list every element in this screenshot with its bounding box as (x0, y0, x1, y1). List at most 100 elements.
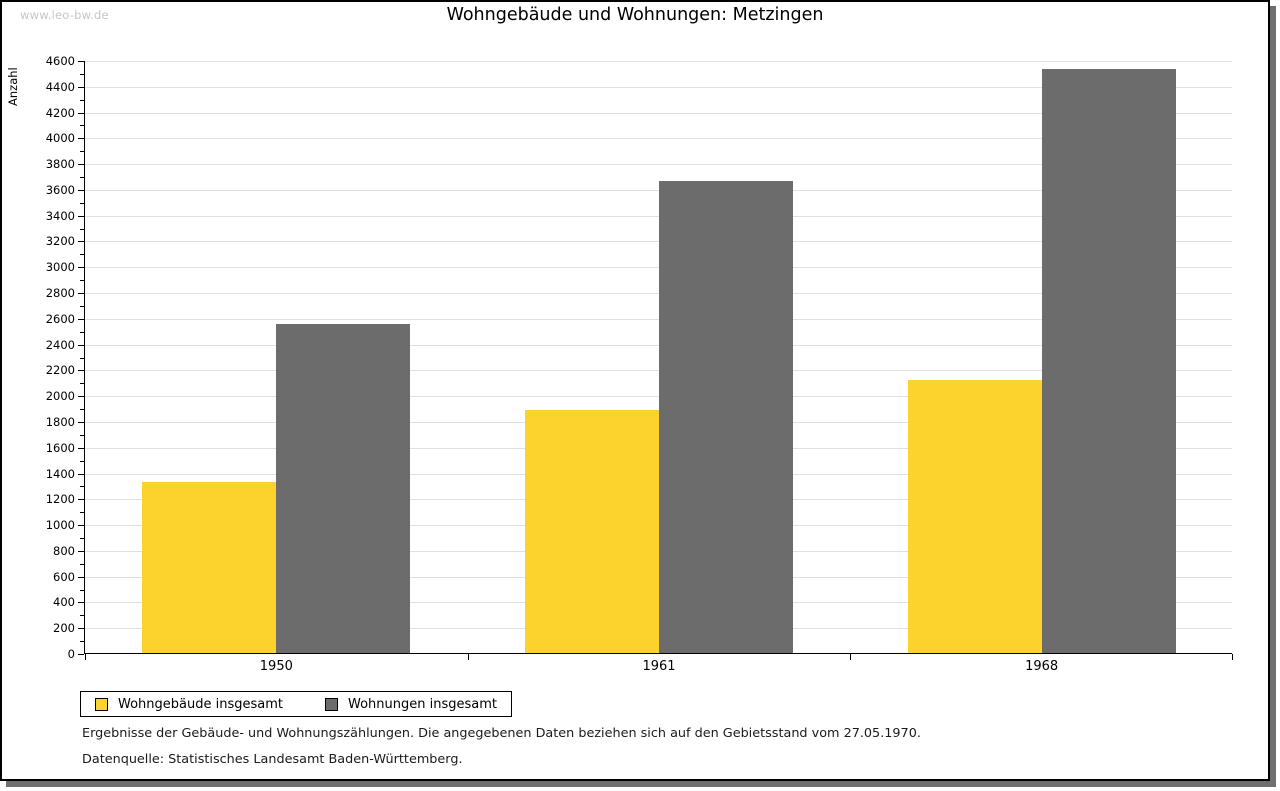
y-tick-label-800: 800 (53, 543, 75, 558)
y-tick-major-3400 (78, 215, 84, 217)
y-tick-label-400: 400 (53, 595, 75, 610)
y-gridline-4000 (85, 138, 1232, 140)
y-tick-minor-900 (80, 537, 84, 539)
legend-item-wohngebaeude-insgesamt: Wohngebäude insgesamt (95, 697, 283, 712)
bar-wohnungen-insgesamt-1950 (276, 324, 411, 653)
x-category-label-1950: 1950 (259, 659, 293, 674)
y-tick-label-1600: 1600 (45, 440, 75, 455)
y-tick-major-200 (78, 628, 84, 630)
bar-wohngebaeude-insgesamt-1961 (525, 410, 659, 653)
y-tick-minor-500 (80, 589, 84, 591)
y-tick-major-4600 (78, 61, 84, 62)
y-tick-label-2000: 2000 (45, 389, 75, 404)
y-tick-minor-4300 (80, 99, 84, 101)
y-tick-major-2600 (78, 318, 84, 320)
y-tick-major-1000 (78, 525, 84, 527)
y-tick-major-2000 (78, 396, 84, 398)
y-tick-minor-2100 (80, 383, 84, 385)
y-tick-minor-3700 (80, 177, 84, 179)
chart-page: www.leo-bw.de Wohngebäude und Wohnungen:… (0, 0, 1270, 781)
y-tick-minor-1700 (80, 434, 84, 436)
y-tick-major-2400 (78, 344, 84, 346)
y-tick-label-1200: 1200 (45, 492, 75, 507)
y-tick-minor-3100 (80, 254, 84, 256)
y-tick-label-3400: 3400 (45, 208, 75, 223)
y-tick-major-800 (78, 550, 84, 552)
legend-swatch-wohngebaeude-insgesamt (95, 697, 108, 711)
y-tick-label-2400: 2400 (45, 337, 75, 352)
x-tick-2 (850, 654, 852, 660)
watermark-url: www.leo-bw.de (20, 8, 109, 22)
y-gridline-2800 (85, 293, 1232, 295)
y-tick-label-600: 600 (53, 569, 75, 584)
y-tick-label-3600: 3600 (45, 182, 75, 197)
y-tick-label-4000: 4000 (45, 131, 75, 146)
y-tick-label-4200: 4200 (45, 105, 75, 120)
y-gridline-2600 (85, 318, 1232, 320)
y-tick-major-3600 (78, 189, 84, 191)
y-tick-major-3800 (78, 164, 84, 166)
y-tick-major-2200 (78, 370, 84, 372)
y-tick-minor-700 (80, 563, 84, 565)
y-tick-label-4600: 4600 (45, 54, 75, 68)
legend-label-wohngebaeude-insgesamt: Wohngebäude insgesamt (118, 696, 283, 712)
y-tick-minor-3500 (80, 202, 84, 204)
y-tick-label-3200: 3200 (45, 234, 75, 249)
y-tick-major-4400 (78, 86, 84, 88)
y-tick-minor-4100 (80, 125, 84, 127)
y-tick-minor-1900 (80, 409, 84, 411)
y-tick-label-1400: 1400 (45, 466, 75, 481)
y-tick-label-4400: 4400 (45, 79, 75, 94)
footnote-source: Datenquelle: Statistisches Landesamt Bad… (82, 752, 463, 767)
y-gridline-3800 (85, 164, 1232, 166)
y-tick-major-1800 (78, 421, 84, 423)
x-tick-1 (467, 654, 469, 660)
y-tick-minor-1300 (80, 486, 84, 488)
x-tick-3 (1232, 654, 1233, 660)
y-gridline-3400 (85, 215, 1232, 217)
legend-swatch-wohnungen-insgesamt (325, 697, 338, 711)
y-tick-label-2600: 2600 (45, 311, 75, 326)
y-gridline-2200 (85, 370, 1232, 372)
y-tick-major-4000 (78, 138, 84, 140)
bar-wohngebaeude-insgesamt-1950 (142, 482, 277, 653)
y-gridline-3000 (85, 267, 1232, 269)
y-tick-minor-3900 (80, 151, 84, 153)
y-gridline-4600 (85, 61, 1232, 62)
bar-wohnungen-insgesamt-1961 (659, 181, 793, 653)
legend-item-wohnungen-insgesamt: Wohnungen insgesamt (325, 697, 497, 712)
y-tick-label-2200: 2200 (45, 363, 75, 378)
y-gridline-2000 (85, 396, 1232, 398)
plot-area: 0 200 400 600 800 1000 1200 1400 1600 1800 2000 220… (46, 54, 1233, 674)
y-tick-label-1800: 1800 (45, 414, 75, 429)
y-tick-major-400 (78, 602, 84, 604)
y-tick-major-3000 (78, 267, 84, 269)
y-tick-minor-2300 (80, 357, 84, 359)
y-tick-major-1200 (78, 499, 84, 501)
y-tick-major-3200 (78, 241, 84, 243)
y-tick-minor-2500 (80, 331, 84, 333)
y-tick-minor-1500 (80, 460, 84, 462)
y-axis-title: Anzahl (6, 67, 20, 106)
x-category-label-1961: 1961 (642, 659, 676, 674)
bar-wohnungen-insgesamt-1968 (1041, 69, 1176, 653)
y-gridline-4200 (85, 112, 1232, 114)
y-gridline-3600 (85, 189, 1232, 191)
y-gridline-4400 (85, 86, 1232, 88)
y-tick-major-4200 (78, 112, 84, 114)
legend-label-wohnungen-insgesamt: Wohnungen insgesamt (348, 696, 497, 712)
y-tick-minor-2700 (80, 305, 84, 307)
y-tick-major-0 (78, 654, 84, 655)
y-tick-major-1600 (78, 447, 84, 449)
y-tick-minor-1100 (80, 512, 84, 514)
y-tick-minor-100 (80, 641, 84, 643)
y-tick-label-1000: 1000 (45, 518, 75, 533)
y-tick-label-3000: 3000 (45, 260, 75, 275)
y-gridline-2400 (85, 344, 1232, 346)
bar-wohngebaeude-insgesamt-1968 (907, 380, 1042, 653)
y-tick-major-1400 (78, 473, 84, 475)
y-tick-label-0: 0 (67, 647, 75, 661)
y-tick-major-2800 (78, 293, 84, 295)
footnote-description: Ergebnisse der Gebäude- und Wohnungszähl… (82, 726, 921, 741)
y-tick-minor-2900 (80, 280, 84, 282)
